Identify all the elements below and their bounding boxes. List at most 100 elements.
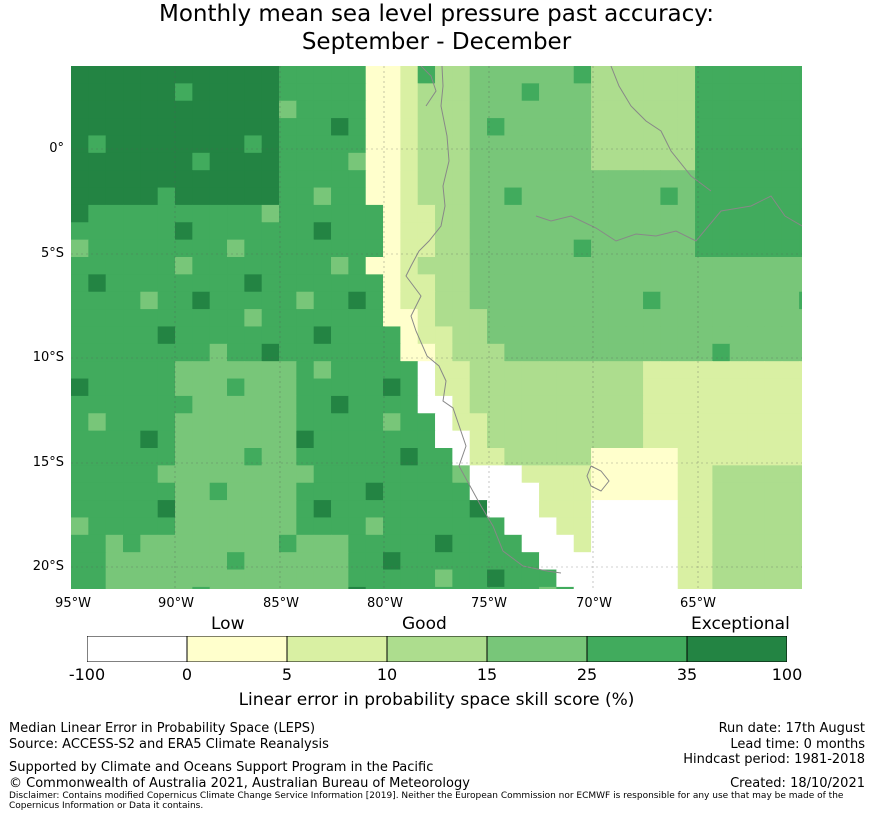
skill-cell [782,170,800,188]
skill-cell [175,379,193,397]
skill-cell [192,344,210,362]
skill-cell [660,101,678,119]
skill-cell [764,535,782,553]
skill-cell [522,274,540,292]
skill-cell [227,170,245,188]
skill-cell [348,66,366,84]
skill-cell [712,205,730,223]
skill-cell [383,552,401,570]
skill-cell [470,153,488,171]
skill-cell [452,344,470,362]
skill-cell [539,326,557,344]
skill-cell [314,153,332,171]
skill-cell [366,292,384,310]
skill-cell [522,135,540,153]
skill-cell [712,135,730,153]
skill-cell [192,309,210,327]
skill-cell [591,431,609,449]
skill-cell [314,205,332,223]
skill-cell [88,222,106,240]
skill-cell [175,552,193,570]
skill-cell [106,205,124,223]
run-date: Run date: 17th August [719,721,865,737]
skill-cell [123,205,141,223]
skill-cell [106,344,124,362]
skill-cell [660,257,678,275]
skill-cell [123,292,141,310]
skill-cell [487,361,505,379]
skill-cell [522,292,540,310]
skill-cell [660,344,678,362]
skill-cell [158,118,176,136]
skill-cell [435,500,453,518]
skill-cell [522,118,540,136]
skill-cell [140,379,158,397]
skill-cell [556,344,574,362]
skill-cell [799,118,802,136]
skill-cell [799,240,802,258]
skill-cell [452,326,470,344]
skill-cell [660,500,678,518]
skill-cell [123,66,141,84]
skill-cell [626,448,644,466]
skill-cell [192,135,210,153]
chart-title-line2: September - December [0,28,873,56]
skill-cell [296,292,314,310]
skill-cell [470,587,488,589]
skill-cell [643,83,661,101]
skill-cell [522,309,540,327]
skill-cell [504,66,522,84]
skill-cell [730,257,748,275]
skill-cell [314,118,332,136]
skill-cell [106,274,124,292]
skill-cell [210,326,228,344]
skill-cell [556,326,574,344]
skill-cell [158,500,176,518]
skill-cell [643,413,661,431]
skill-cell [210,413,228,431]
skill-cell [175,274,193,292]
skill-cell [348,500,366,518]
skill-cell [418,552,436,570]
skill-cell [192,66,210,84]
colorbar-tick: 15 [477,665,497,684]
skill-cell [747,535,765,553]
skill-cell [158,205,176,223]
skill-cell [452,188,470,206]
skill-cell [348,379,366,397]
skill-cell [539,500,557,518]
skill-cell [71,552,89,570]
skill-cell [643,587,661,589]
skill-cell [556,205,574,223]
skill-cell [678,535,696,553]
skill-cell [712,413,730,431]
skill-cell [296,396,314,414]
skill-cell [262,413,280,431]
colorbar-segment [287,636,387,662]
skill-cell [764,170,782,188]
footer-support: Supported by Climate and Oceans Support … [9,760,433,776]
skill-cell [591,309,609,327]
skill-cell [192,379,210,397]
lead-time: Lead time: 0 months [730,737,865,753]
skill-cell [539,83,557,101]
skill-cell [314,570,332,588]
disclaimer: Disclaimer: Contains modified Copernicus… [9,791,869,811]
skill-cell [348,309,366,327]
skill-cell [556,413,574,431]
skill-cell [314,483,332,501]
skill-cell [522,344,540,362]
skill-cell [504,413,522,431]
skill-cell [158,326,176,344]
skill-cell [383,205,401,223]
skill-cell [383,500,401,518]
skill-cell [522,361,540,379]
skill-cell [730,188,748,206]
skill-cell [435,326,453,344]
skill-cell [504,205,522,223]
skill-cell [262,118,280,136]
skill-cell [262,465,280,483]
skill-cell [799,135,802,153]
skill-cell [244,413,262,431]
skill-cell [730,517,748,535]
